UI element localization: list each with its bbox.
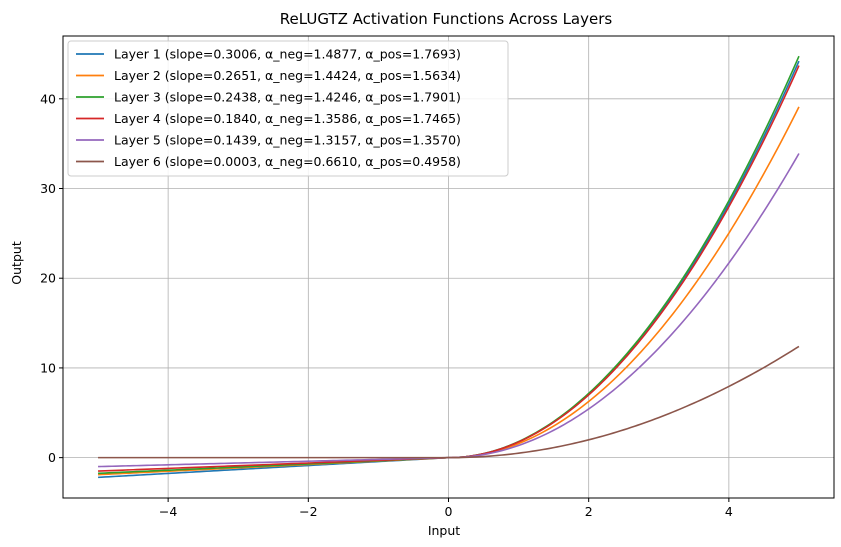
y-tick-label: 0 — [48, 450, 56, 465]
y-tick-label: 30 — [40, 181, 56, 196]
series-line-layer-6 — [98, 345, 800, 459]
legend-label: Layer 2 (slope=0.2651, α_neg=1.4424, α_p… — [114, 68, 461, 83]
x-tick-label: 0 — [445, 504, 453, 519]
legend-label: Layer 4 (slope=0.1840, α_neg=1.3586, α_p… — [114, 111, 461, 126]
x-tick-label: −2 — [299, 504, 317, 519]
y-tick-label: 10 — [40, 360, 56, 375]
legend-label: Layer 5 (slope=0.1439, α_neg=1.3157, α_p… — [114, 133, 461, 148]
y-tick-label: 40 — [40, 91, 56, 106]
legend-box — [67, 40, 509, 177]
legend-label: Layer 3 (slope=0.2438, α_neg=1.4246, α_p… — [114, 90, 461, 105]
x-axis-label: Input — [428, 523, 460, 538]
legend-label: Layer 1 (slope=0.3006, α_neg=1.4877, α_p… — [114, 47, 461, 62]
series-lines — [98, 55, 800, 479]
y-tick-label: 20 — [40, 271, 56, 286]
x-tick-label: 2 — [585, 504, 593, 519]
x-tick-label: 4 — [725, 504, 733, 519]
y-axis-label: Output — [9, 241, 24, 285]
legend: Layer 1 (slope=0.3006, α_neg=1.4877, α_p… — [67, 40, 509, 177]
legend-label: Layer 6 (slope=0.0003, α_neg=0.6610, α_p… — [114, 154, 461, 169]
x-tick-label: −4 — [159, 504, 177, 519]
chart-title: ReLUGTZ Activation Functions Across Laye… — [280, 10, 613, 28]
